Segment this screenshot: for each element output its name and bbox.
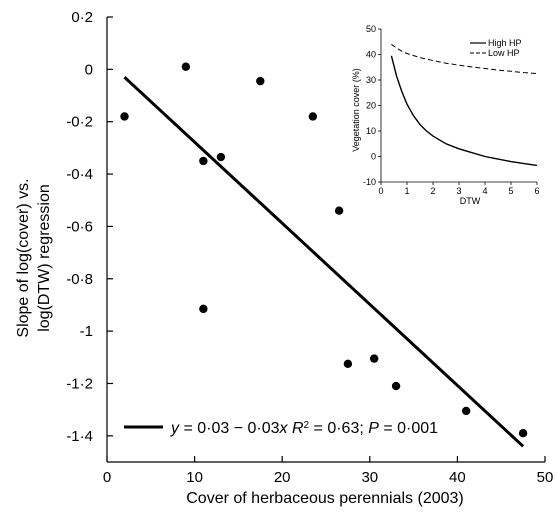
inset-x-tick-label: 0: [378, 186, 383, 196]
main-y-ticks: 0·2 0 -0·2 -0·4 -0·6 -0·8 -1 -1·2 -1·4: [66, 9, 113, 445]
inset-y-ticks: -10 0 10 20 30 40 50: [363, 24, 381, 187]
data-point: [343, 359, 353, 369]
data-points: [120, 62, 528, 438]
y-tick-label: -0·4: [66, 166, 93, 183]
inset-x-tick-label: 3: [456, 186, 461, 196]
y-tick-label: -1·4: [66, 428, 93, 445]
inset-legend: High HP Low HP: [470, 38, 522, 58]
data-point: [256, 76, 265, 86]
y-tick-label: -0·8: [66, 271, 93, 288]
regression-equation: y = 0·03 − 0·03x R2 = 0·63; P = 0·001: [170, 420, 438, 438]
series-high-hp-line: [390, 55, 538, 167]
data-point: [518, 429, 528, 438]
inset-y-tick-label: 20: [366, 101, 376, 111]
main-plot: 0 10 20 30 40 50 0·20-0·2-0·4-0·6-0·8-1-1·2-1…: [15, 9, 553, 507]
y-tick-label: -1·2: [66, 375, 93, 392]
data-point: [216, 152, 226, 162]
inset-x-tick-label: 5: [508, 186, 513, 196]
inset-y-tick-label: -10: [363, 177, 376, 187]
inset-x-tick-label: 1: [404, 186, 409, 196]
y-tick-label: 0: [85, 61, 93, 78]
data-point: [391, 381, 401, 391]
regression-line: [123, 76, 525, 448]
main-x-ticks: 0 10 20 30 40 50: [103, 456, 554, 486]
legend-low-hp-label: Low HP: [488, 48, 520, 58]
inset-x-ticks: 0 1 2 3 4 5 6: [378, 182, 540, 196]
x-tick-label: 30: [361, 469, 378, 486]
data-point: [199, 156, 208, 166]
data-point: [199, 304, 208, 314]
y-axis-title-line-2: log(DTW) regression: [36, 184, 53, 332]
inset-y-tick-label: 40: [366, 50, 376, 60]
data-point: [120, 112, 129, 121]
series-low-hp-line: [391, 43, 538, 75]
inset-y-tick-label: 50: [366, 24, 376, 34]
inset-x-axis-title: DTW: [460, 196, 481, 206]
y-axis-title-line-1: Slope of log(cover) vs.: [15, 178, 32, 337]
inset-x-tick-label: 6: [534, 186, 539, 196]
inset-y-axis-title: Vegetation cover (%): [351, 68, 361, 152]
legend-high-hp-label: High HP: [488, 38, 522, 48]
x-tick-label: 0: [103, 469, 111, 486]
y-axis-title: Slope of log(cover) vs. log(DTW) regress…: [15, 178, 53, 337]
inset-y-tick-label: 0: [371, 152, 376, 162]
inset-y-tick-label: 30: [366, 75, 376, 85]
inset-y-tick-label: 10: [366, 126, 376, 136]
data-point: [181, 62, 191, 71]
x-tick-label: 50: [537, 469, 554, 486]
y-tick-label: -1: [80, 323, 93, 340]
data-point: [334, 206, 344, 215]
inset-x-tick-label: 4: [482, 186, 487, 196]
y-tick-label: -0·6: [66, 218, 93, 235]
data-point: [369, 354, 379, 363]
x-tick-label: 40: [449, 469, 466, 486]
inset-x-tick-label: 2: [430, 186, 435, 196]
data-point: [461, 406, 471, 416]
data-point: [308, 112, 318, 121]
y-tick-label: -0·2: [66, 114, 93, 131]
y-tick-label: 0·2: [71, 9, 93, 26]
regression-legend: y = 0·03 − 0·03x R2 = 0·63; P = 0·001: [124, 420, 438, 438]
x-tick-label: 10: [186, 469, 203, 486]
x-axis-title: Cover of herbaceous perennials (2003): [186, 490, 464, 507]
x-tick-label: 20: [274, 469, 291, 486]
